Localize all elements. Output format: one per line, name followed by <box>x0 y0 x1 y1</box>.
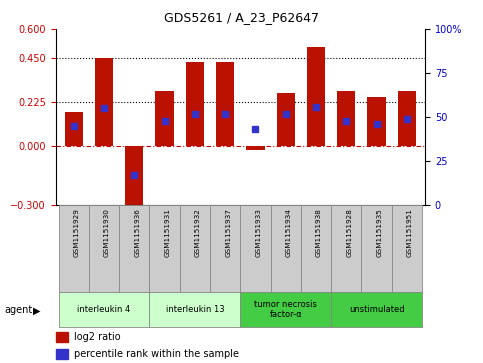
Text: tumor necrosis
factor-α: tumor necrosis factor-α <box>254 300 317 319</box>
Text: agent: agent <box>5 305 33 315</box>
Bar <box>65 112 83 146</box>
Bar <box>241 205 270 292</box>
Bar <box>216 62 234 146</box>
Bar <box>331 292 422 327</box>
Text: GSM1151930: GSM1151930 <box>104 209 110 257</box>
Bar <box>361 205 392 292</box>
Bar <box>149 292 241 327</box>
Bar <box>331 205 361 292</box>
Text: GSM1151935: GSM1151935 <box>377 209 383 257</box>
Text: log2 ratio: log2 ratio <box>74 332 121 342</box>
Text: GSM1151951: GSM1151951 <box>407 209 413 257</box>
Bar <box>149 205 180 292</box>
Bar <box>392 205 422 292</box>
Bar <box>368 97 385 146</box>
Text: GSM1151934: GSM1151934 <box>286 209 292 257</box>
Text: GSM1151929: GSM1151929 <box>74 209 80 257</box>
Bar <box>119 205 149 292</box>
Text: percentile rank within the sample: percentile rank within the sample <box>74 349 239 359</box>
Bar <box>337 91 355 146</box>
Text: GSM1151931: GSM1151931 <box>165 209 170 257</box>
Bar <box>307 47 325 146</box>
Bar <box>277 93 295 146</box>
Text: unstimulated: unstimulated <box>349 305 404 314</box>
Bar <box>56 332 69 342</box>
Bar <box>89 205 119 292</box>
Bar <box>270 205 301 292</box>
Bar <box>210 205 241 292</box>
Bar <box>56 349 69 359</box>
Bar <box>58 205 89 292</box>
Bar <box>186 62 204 146</box>
Text: interleukin 4: interleukin 4 <box>77 305 130 314</box>
Bar <box>398 91 416 146</box>
Bar <box>156 91 174 146</box>
Bar <box>246 146 265 150</box>
Text: ▶: ▶ <box>32 305 40 315</box>
Text: GSM1151932: GSM1151932 <box>195 209 201 257</box>
Bar <box>241 292 331 327</box>
Text: GDS5261 / A_23_P62647: GDS5261 / A_23_P62647 <box>164 11 319 24</box>
Bar <box>95 58 113 146</box>
Text: GSM1151933: GSM1151933 <box>256 209 261 257</box>
Text: GSM1151928: GSM1151928 <box>346 209 352 257</box>
Text: interleukin 13: interleukin 13 <box>166 305 224 314</box>
Text: GSM1151937: GSM1151937 <box>225 209 231 257</box>
Bar <box>58 292 149 327</box>
Text: GSM1151936: GSM1151936 <box>134 209 140 257</box>
Text: GSM1151938: GSM1151938 <box>316 209 322 257</box>
Bar <box>125 146 143 215</box>
Bar <box>301 205 331 292</box>
Bar <box>180 205 210 292</box>
